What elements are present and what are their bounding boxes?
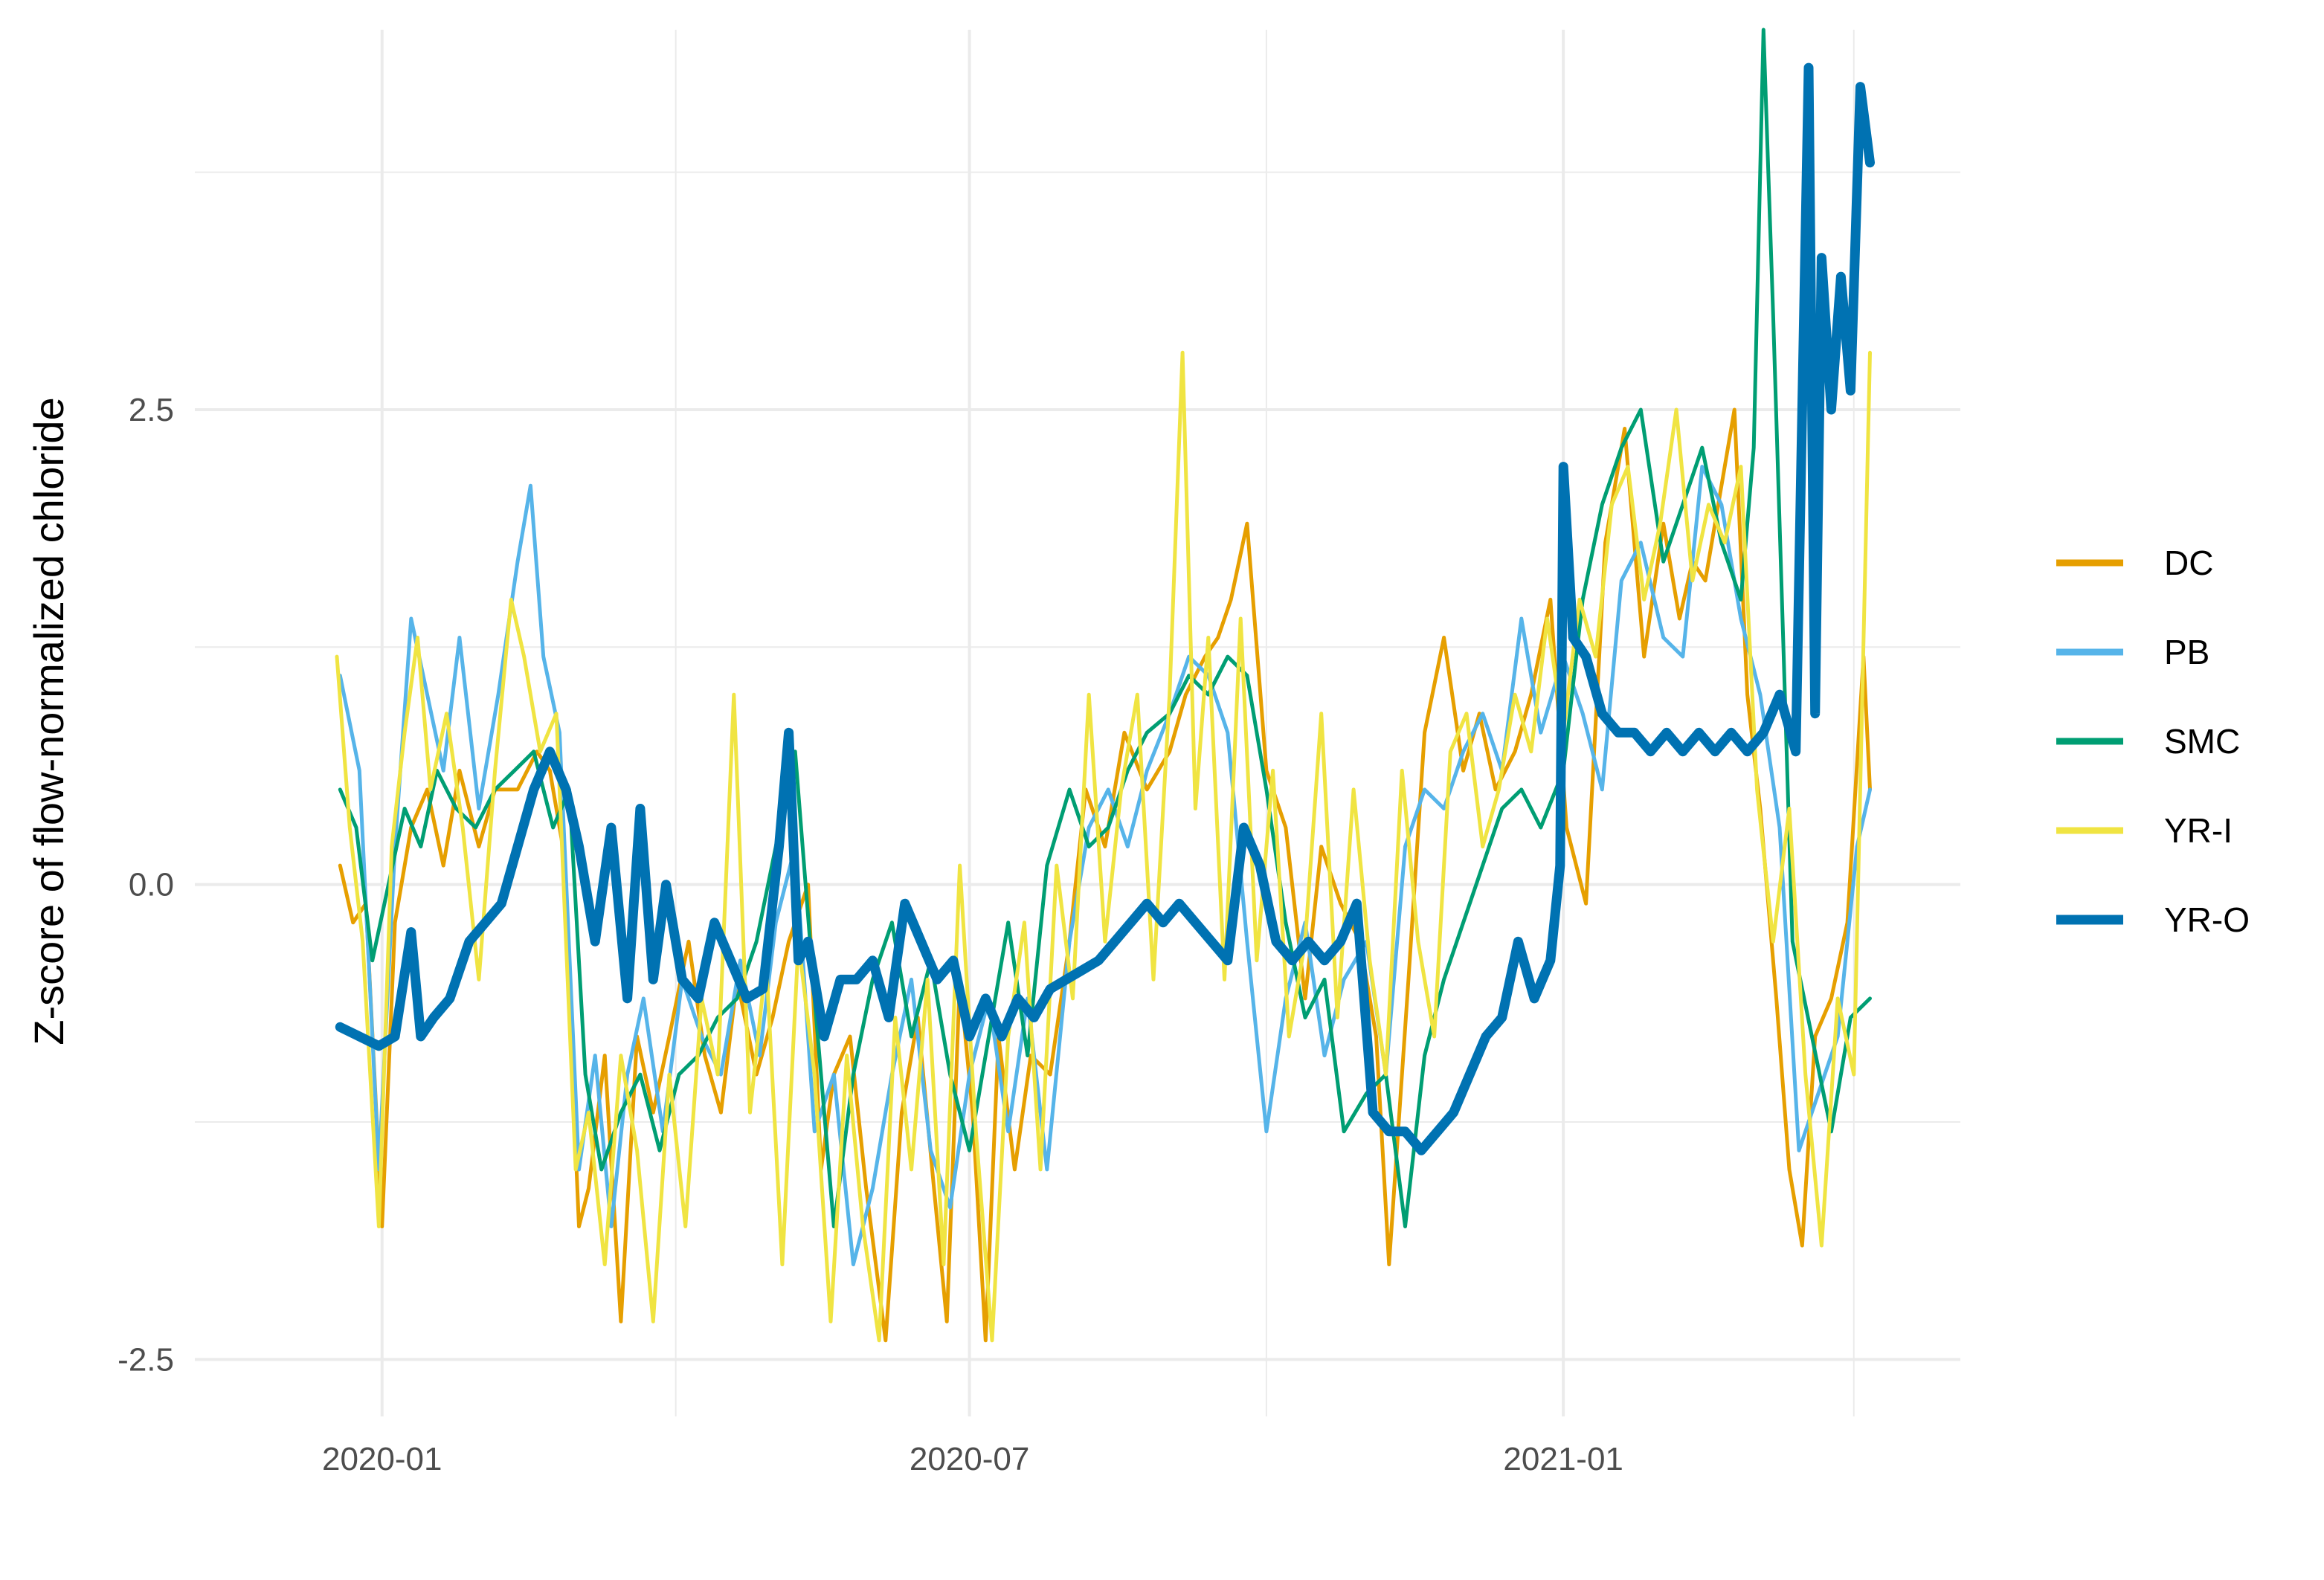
legend-label-pb: PB — [2164, 633, 2209, 671]
legend: DC PB SMC YR-I YR-O — [2056, 544, 2250, 939]
x-tick-label: 2021-01 — [1503, 1441, 1623, 1477]
legend-label-dc: DC — [2164, 544, 2213, 582]
y-axis-title: Z-score of flow-normalized chloride — [25, 397, 72, 1045]
x-axis-tick-labels: 2020-01 2020-07 2021-01 — [322, 1441, 1623, 1477]
series-lines — [335, 28, 1875, 1343]
legend-label-yr-i: YR-I — [2164, 811, 2233, 850]
y-axis-tick-labels: -2.5 0.0 2.5 — [118, 392, 174, 1378]
minor-gridlines — [195, 30, 1960, 1416]
x-tick-label: 2020-07 — [910, 1441, 1029, 1477]
series-line-yr-o — [335, 62, 1875, 1155]
major-gridlines — [195, 30, 1960, 1416]
legend-label-smc: SMC — [2164, 722, 2240, 761]
legend-label-yr-o: YR-O — [2164, 900, 2250, 939]
y-tick-label: -2.5 — [118, 1341, 174, 1378]
y-tick-label: 0.0 — [129, 867, 174, 903]
x-tick-label: 2020-01 — [322, 1441, 442, 1477]
series-line-yr-i — [335, 350, 1872, 1343]
series-line-pb — [338, 465, 1872, 1267]
y-tick-label: 2.5 — [129, 392, 174, 428]
